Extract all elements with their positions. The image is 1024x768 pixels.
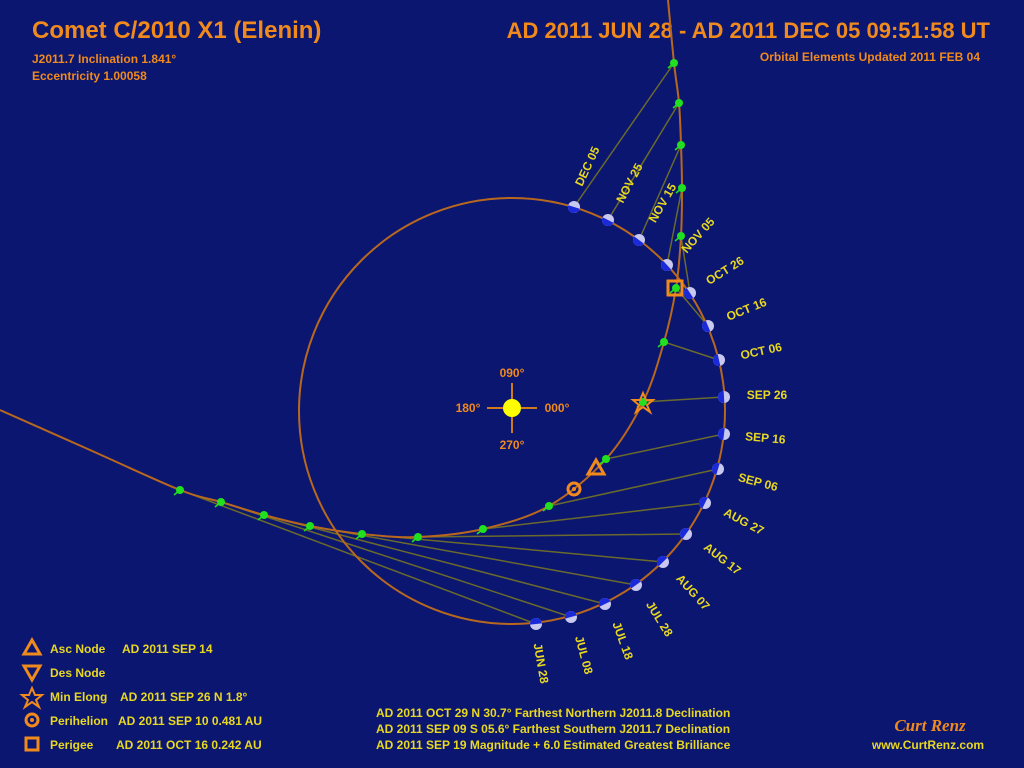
author: Curt Renz (894, 716, 966, 735)
url: www.CurtRenz.com (871, 738, 984, 752)
legend-detail: AD 2011 SEP 10 0.481 AU (118, 714, 262, 728)
earth-shadow (718, 391, 725, 403)
comet-position (678, 184, 686, 192)
sight-line (573, 62, 675, 208)
updated: Orbital Elements Updated 2011 FEB 04 (760, 50, 980, 64)
comet-position (602, 455, 610, 463)
sight-line (548, 468, 719, 507)
sight-line (605, 433, 725, 460)
earth-shadow (699, 497, 708, 509)
orbit-markers (566, 279, 684, 497)
earth-shadow (661, 260, 672, 271)
compass-label: 000° (545, 401, 570, 415)
date-label: SEP 26 (747, 388, 788, 402)
sight-line (361, 533, 664, 563)
comet-position (672, 284, 680, 292)
earth-shadow (657, 556, 668, 567)
sight-line (417, 533, 687, 538)
sight-line (666, 187, 683, 266)
comet-position (670, 59, 678, 67)
note: AD 2011 SEP 09 S 05.6° Farthest Southern… (376, 722, 730, 736)
sight-line (638, 144, 682, 241)
earth-shadow (712, 463, 720, 475)
title: Comet C/2010 X1 (Elenin) (32, 17, 321, 44)
sight-line (607, 102, 680, 221)
comet-position (545, 502, 553, 510)
earth-shadow (680, 528, 690, 539)
earth-shadow (568, 205, 580, 213)
comet-position (479, 525, 487, 533)
sight-line (663, 341, 720, 361)
earth-shadow (702, 320, 711, 332)
earth-shadow (530, 618, 542, 625)
eccentricity: Eccentricity 1.00058 (32, 69, 147, 83)
legend-label: Perigee (50, 738, 94, 752)
legend-detail: AD 2011 SEP 14 (122, 642, 213, 656)
sight-line (482, 502, 706, 530)
date-range: AD 2011 JUN 28 - AD 2011 DEC 05 09:51:58… (507, 18, 991, 43)
comet-position (306, 522, 314, 530)
note: AD 2011 OCT 29 N 30.7° Farthest Northern… (376, 706, 730, 720)
sun (487, 383, 537, 433)
legend-label: Perihelion (50, 714, 108, 728)
sight-line (220, 501, 572, 618)
sight-line (642, 396, 725, 403)
comet-position (675, 99, 683, 107)
earth-orbit (298, 197, 726, 625)
comet-position (660, 338, 668, 346)
earth-shadow (602, 217, 614, 226)
comet-position (677, 232, 685, 240)
comet-position (358, 530, 366, 538)
comet-position (260, 511, 268, 519)
note: AD 2011 SEP 19 Magnitude + 6.0 Estimated… (376, 738, 731, 752)
compass-label: 090° (500, 366, 525, 380)
comet-position (414, 533, 422, 541)
legend-detail: AD 2011 SEP 26 N 1.8° (120, 690, 248, 704)
legend-detail: AD 2011 OCT 16 0.242 AU (116, 738, 262, 752)
comet-position (217, 498, 225, 506)
comet-position (176, 486, 184, 494)
earth-shadow (718, 428, 725, 440)
earth-shadow (713, 354, 721, 366)
earth-shadow (630, 579, 641, 589)
legend-label: Min Elong (50, 690, 107, 704)
comet-position (677, 141, 685, 149)
earth-shadow (684, 287, 694, 299)
compass-label: 270° (500, 438, 525, 452)
sight-line (263, 514, 606, 605)
inclination: J2011.7 Inclination 1.841° (32, 52, 176, 66)
sight-line (680, 235, 691, 294)
sight-lines (179, 62, 725, 625)
earth-shadow (633, 236, 644, 246)
legend: Asc Node AD 2011 SEP 14 Des Node Min Elo… (19, 636, 262, 752)
legend-label: Des Node (50, 666, 106, 680)
earth-shadow (565, 611, 577, 619)
earth-shadow (599, 598, 611, 607)
compass-label: 180° (456, 401, 481, 415)
date-label: SEP 16 (745, 429, 787, 447)
legend-label: Asc Node (50, 642, 106, 656)
